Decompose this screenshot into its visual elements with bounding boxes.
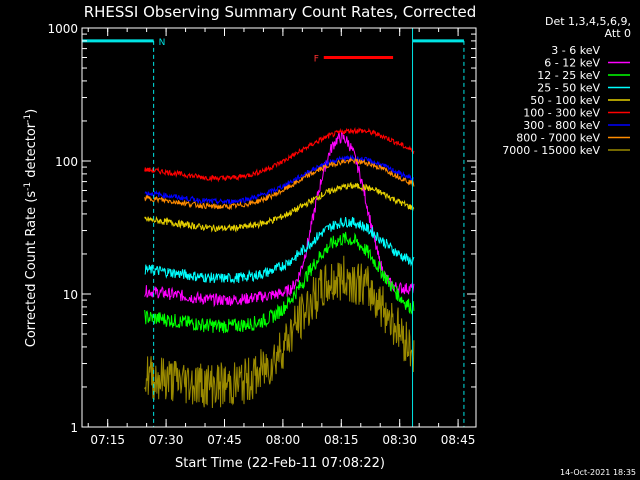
legend-header-line-2: Att 0 — [605, 27, 631, 40]
series-line — [144, 255, 415, 409]
night-label: N — [159, 38, 166, 48]
chart-title: RHESSI Observing Summary Count Rates, Co… — [84, 3, 477, 21]
legend-label: 3 - 6 keV — [551, 44, 600, 57]
x-tick-label: 08:30 — [382, 433, 417, 447]
x-axis-label: Start Time (22-Feb-11 07:08:22) — [175, 456, 385, 471]
y-tick-label: 100 — [55, 155, 78, 169]
flare-label: F — [314, 55, 319, 65]
plot-frame — [81, 27, 477, 428]
legend-label: 50 - 100 keV — [530, 94, 600, 107]
series-line — [144, 156, 415, 211]
legend-label: 6 - 12 keV — [544, 57, 600, 70]
legend-label: 100 - 300 keV — [523, 107, 600, 120]
series-line — [144, 181, 415, 233]
legend-label: 25 - 50 keV — [537, 82, 600, 95]
series-line — [144, 216, 415, 285]
y-tick-label: 1 — [70, 421, 78, 435]
legend-label: 12 - 25 keV — [537, 69, 600, 82]
legend-label: 300 - 800 keV — [523, 119, 600, 132]
x-tick-label: 07:45 — [207, 433, 242, 447]
legend-label: 800 - 7000 keV — [516, 132, 600, 145]
series-line — [144, 131, 415, 308]
y-tick-label: 10 — [63, 288, 78, 302]
x-tick-label: 08:15 — [324, 433, 359, 447]
x-tick-label: 07:30 — [149, 433, 184, 447]
legend-header-line-1: Det 1,3,4,5,6,9, — [545, 15, 631, 28]
series-line — [144, 127, 415, 183]
y-tick-label: 1000 — [47, 22, 78, 36]
series-line — [144, 231, 415, 334]
generated-timestamp: 14-Oct-2021 18:35 — [560, 468, 636, 477]
x-tick-label: 07:15 — [90, 433, 125, 447]
x-tick-label: 08:00 — [266, 433, 301, 447]
legend-label: 7000 - 15000 keV — [502, 144, 600, 157]
y-axis-label: Corrected Count Rate (s-1 detector-1) — [23, 109, 39, 347]
series-line — [144, 154, 414, 206]
x-tick-label: 08:45 — [441, 433, 476, 447]
